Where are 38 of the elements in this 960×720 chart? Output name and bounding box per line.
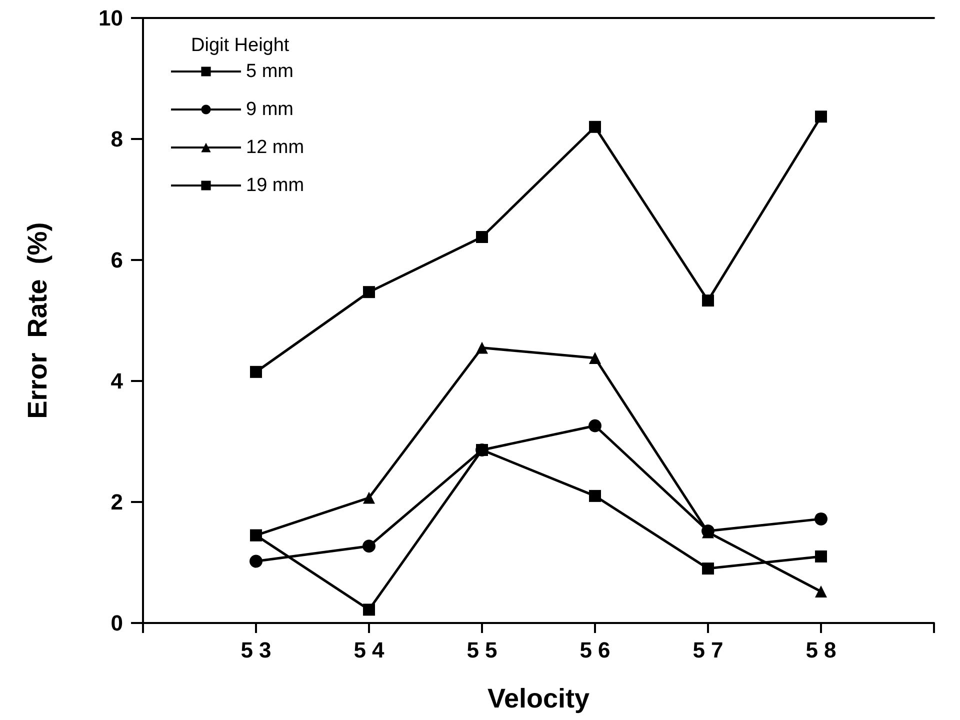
x-tick-label: 5 8 [806,638,836,662]
legend-label: 5 mm [246,61,294,82]
point [589,490,601,502]
point [476,231,488,244]
point [589,352,601,364]
legend-label: 12 mm [246,137,304,158]
point [476,342,488,354]
y-tick-label: 10 [98,6,123,30]
x-tick-label: 5 6 [580,638,610,662]
point [814,512,828,526]
x-axis-title: Velocity [487,684,590,714]
legend-label: 19 mm [246,175,304,196]
point [363,286,375,298]
y-tick-label: 8 [110,126,123,152]
point [815,550,827,562]
x-tick-label: 5 4 [354,638,386,662]
point [815,586,827,598]
y-tick-label: 6 [110,248,123,272]
legend-title: Digit Height [191,35,290,56]
y-axis-title: Error Rate (%) [22,222,52,419]
point [362,540,376,553]
y-tick-label: 2 [110,490,123,514]
y-tick-label: 4 [110,368,124,394]
point [588,419,602,432]
point [250,366,262,378]
x-tick-label: 5 3 [240,638,272,662]
x-tick-label: 5 5 [466,638,498,662]
point [363,492,375,504]
point [702,562,714,575]
point [250,554,262,568]
point [702,294,714,307]
point [476,444,488,456]
x-tick-label: 5 7 [692,638,724,662]
y-tick-label: 0 [110,610,123,636]
point [815,110,827,123]
legend-label: 9 mm [246,99,294,120]
point [363,604,375,616]
point [589,120,601,133]
